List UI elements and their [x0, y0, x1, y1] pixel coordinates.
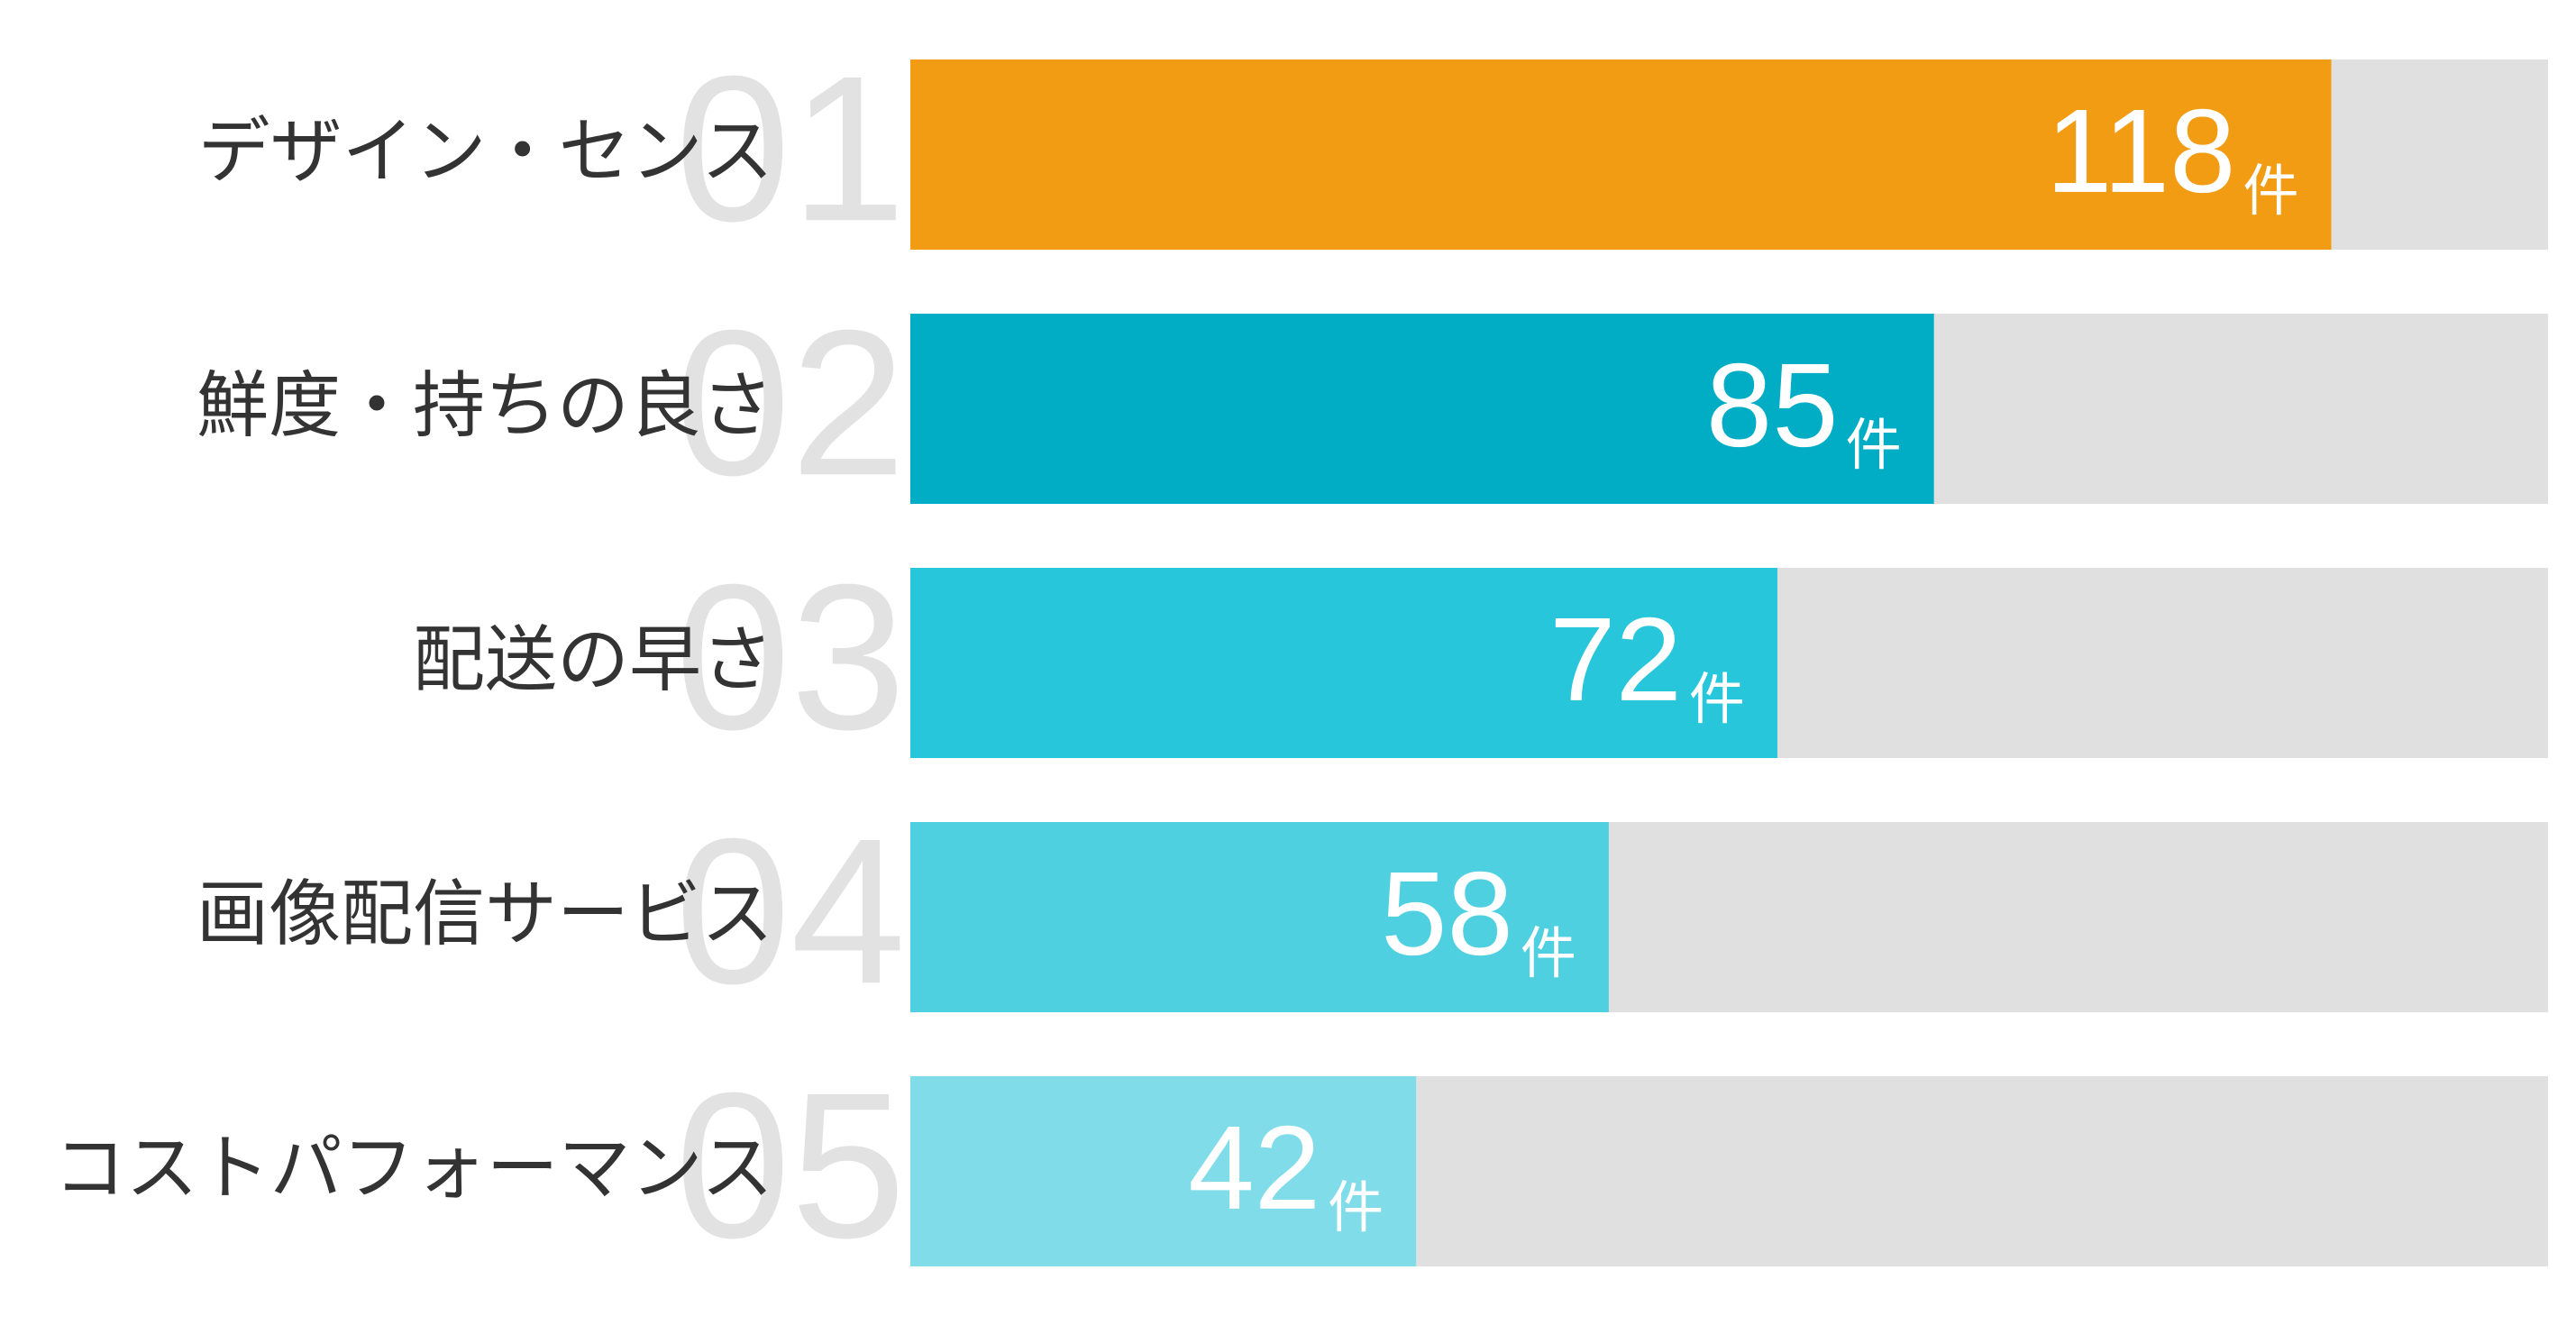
value-label: 72: [1549, 593, 1682, 726]
value-unit: 件: [1521, 920, 1576, 986]
value-label: 85: [1706, 339, 1839, 471]
value-label: 118: [2046, 85, 2235, 217]
bar: [910, 59, 2332, 250]
bar: [910, 1076, 1417, 1266]
bar: [910, 568, 1777, 758]
rank-number: 04: [675, 795, 906, 1027]
category-label: コストパフォーマンス: [54, 1126, 773, 1210]
category-label: 画像配信サービス: [196, 872, 773, 955]
value-label: 58: [1381, 847, 1513, 980]
value-label: 42: [1188, 1101, 1320, 1234]
value-unit: 件: [2243, 158, 2298, 224]
value-unit: 件: [1846, 412, 1902, 478]
bar: [910, 822, 1609, 1012]
rank-number: 01: [675, 32, 906, 264]
value-unit: 件: [1689, 666, 1745, 732]
rank-number: 03: [675, 541, 906, 772]
category-label: 配送の早さ: [413, 617, 773, 701]
rank-number: 05: [675, 1049, 906, 1281]
value-unit: 件: [1328, 1174, 1384, 1240]
category-label: デザイン・センス: [198, 109, 773, 193]
bar: [910, 314, 1934, 504]
category-label: 鮮度・持ちの良さ: [196, 363, 773, 447]
rank-number: 02: [675, 287, 906, 518]
